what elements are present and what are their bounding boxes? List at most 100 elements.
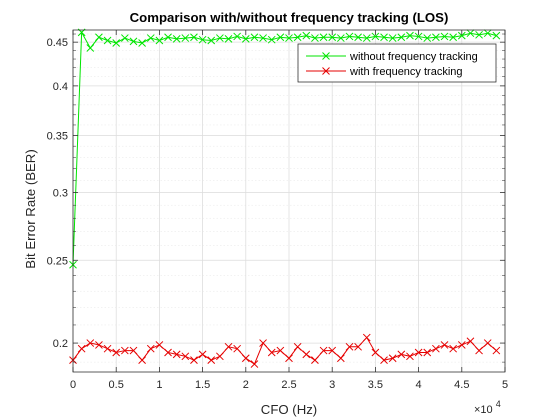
data-point-0 [423,34,432,42]
data-point-1 [319,346,328,355]
series-layer [69,28,501,368]
data-point-1 [345,342,354,351]
data-point-0 [129,37,138,46]
y-tick-label: 0.4 [53,81,68,93]
data-point-1 [207,356,216,365]
data-point-0 [207,36,216,45]
data-point-0 [466,29,475,38]
data-point-0 [285,34,293,42]
data-point-0 [328,33,337,42]
x-axis-label: CFO (Hz) [261,402,317,417]
data-point-1 [388,354,397,363]
legend-marker-with-tracking [322,67,330,75]
data-point-1 [397,350,406,359]
data-point-0 [259,34,267,42]
x-tick-label: 5 [502,379,508,391]
data-point-0 [267,35,276,44]
chart-title: Comparison with/without frequency tracki… [130,10,449,25]
x-tick-label: 0 [70,379,76,391]
data-point-0 [216,34,224,42]
data-point-0 [190,33,198,42]
data-point-0 [449,33,458,42]
data-point-1 [285,354,293,363]
x-tick-label: 2.5 [281,379,296,391]
data-point-0 [492,31,501,40]
y-tick-label: 0.35 [47,130,68,142]
data-point-1 [164,348,172,357]
data-point-1 [336,354,345,363]
data-point-0 [86,44,95,52]
data-point-1 [129,346,138,355]
data-point-1 [380,356,388,365]
y-tick-label: 0.25 [47,255,68,267]
data-point-1 [146,344,155,353]
data-point-0 [311,34,319,42]
axis-ticks: 0.2 0.25 0.3 0.35 0.4 0.45 0 0.5 1 1.5 2 2.5 3 3.5 4 4.… [47,30,508,391]
y-tick-label: 0.45 [47,37,68,49]
data-point-0 [146,34,155,42]
data-point-0 [354,33,362,42]
data-point-0 [457,31,466,40]
legend-label-without-tracking: without frequency tracking [349,51,478,63]
data-point-1 [224,342,233,351]
x-axis-exponent-power: 4 [496,399,501,409]
data-point-0 [345,32,354,41]
data-point-1 [440,341,449,349]
data-point-1 [95,341,103,349]
legend-x-marker [322,67,330,75]
data-point-1 [155,341,164,349]
data-point-0 [95,33,103,42]
data-point-1 [138,356,146,365]
data-point-0 [198,35,207,44]
data-point-1 [492,346,501,355]
data-point-0 [388,34,397,42]
data-point-1 [457,341,466,349]
data-point-1 [250,360,259,368]
data-point-0 [241,35,250,43]
data-point-1 [198,350,207,359]
legend-x-marker [322,52,330,60]
y-tick-label: 0.2 [53,338,68,350]
x-axis-exponent-base: ×10 [474,404,493,416]
data-point-0 [120,34,129,42]
data-point-0 [181,34,190,42]
data-point-1 [181,352,190,361]
y-axis-label: Bit Error Rate (BER) [23,149,38,268]
data-point-1 [311,356,319,365]
legend-box [297,43,497,83]
data-point-0 [276,33,285,42]
data-point-1 [172,350,181,359]
data-point-0 [380,33,388,42]
data-point-0 [319,33,328,42]
data-point-0 [302,31,311,40]
x-tick-label: 0.5 [109,379,124,391]
legend-label-with-tracking: with frequency tracking [349,66,463,78]
data-point-1 [241,354,250,363]
data-point-1 [120,346,129,355]
data-point-1 [112,348,121,357]
x-tick-label: 1 [156,379,162,391]
data-point-1 [328,346,337,355]
data-point-1 [449,344,458,353]
data-point-1 [276,346,285,355]
data-point-1 [354,342,362,351]
data-point-1 [406,352,414,361]
data-point-0 [103,36,112,45]
legend: without frequency tracking with frequenc… [297,43,497,83]
data-point-1 [190,356,198,365]
x-tick-label: 1.5 [195,379,210,391]
data-point-0 [155,36,164,45]
x-tick-label: 4 [416,379,422,391]
data-point-1 [483,339,492,347]
data-point-1 [267,348,276,357]
data-point-1 [414,348,423,357]
data-point-0 [138,39,146,47]
data-point-0 [406,31,414,40]
x-tick-label: 3.5 [368,379,383,391]
data-point-1 [86,339,95,347]
data-point-0 [112,39,121,47]
x-tick-label: 2 [243,379,249,391]
data-point-1 [362,333,371,342]
data-point-1 [423,348,432,357]
